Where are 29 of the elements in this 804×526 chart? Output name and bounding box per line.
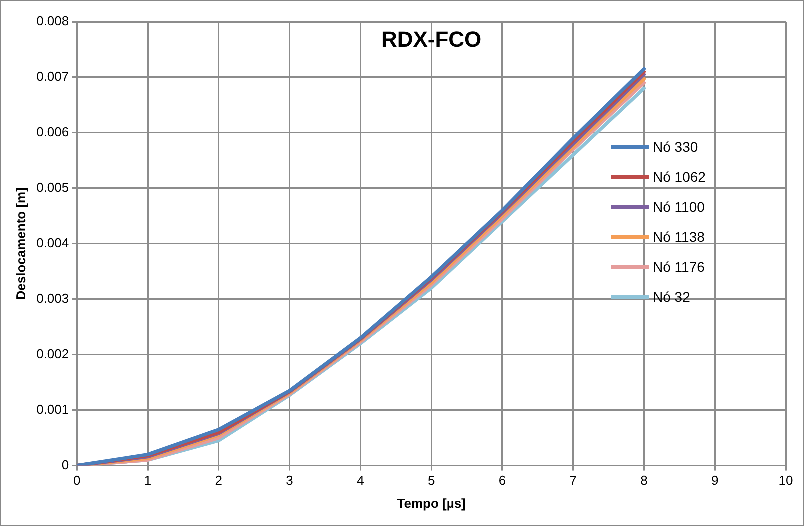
chart-title: RDX-FCO [381, 27, 482, 52]
legend-label: Nó 1100 [653, 198, 705, 215]
x-tick-label: 8 [640, 473, 648, 488]
x-tick-label: 10 [778, 473, 794, 488]
y-tick-label: 0.008 [36, 14, 70, 29]
x-tick-label: 0 [74, 473, 81, 488]
legend-label: Nó 330 [653, 138, 698, 155]
x-tick-label: 4 [357, 473, 364, 488]
x-tick-label: 1 [144, 473, 152, 488]
y-tick-label: 0 [62, 457, 70, 472]
y-tick-label: 0.006 [36, 124, 70, 140]
x-tick-label: 5 [428, 473, 436, 488]
legend-label: Nó 1176 [653, 258, 705, 275]
y-tick-label: 0.002 [36, 346, 70, 362]
x-tick-label: 3 [286, 473, 294, 488]
y-tick-label: 0.005 [36, 180, 70, 196]
y-tick-label: 0.003 [36, 290, 70, 306]
legend-label: Nó 32 [653, 288, 690, 305]
y-tick-label: 0.001 [36, 402, 70, 417]
legend-label: Nó 1138 [653, 228, 705, 245]
x-axis-title: Tempo [µs] [397, 496, 466, 511]
y-tick-label: 0.004 [36, 235, 70, 250]
y-tick-label: 0.007 [36, 69, 70, 84]
x-tick-label: 9 [711, 473, 719, 488]
x-tick-label: 6 [498, 473, 506, 488]
x-tick-label: 2 [215, 473, 223, 488]
x-tick-label: 7 [570, 473, 577, 488]
y-axis-title: Deslocamento [m] [13, 188, 28, 300]
legend-label: Nó 1062 [653, 168, 706, 185]
